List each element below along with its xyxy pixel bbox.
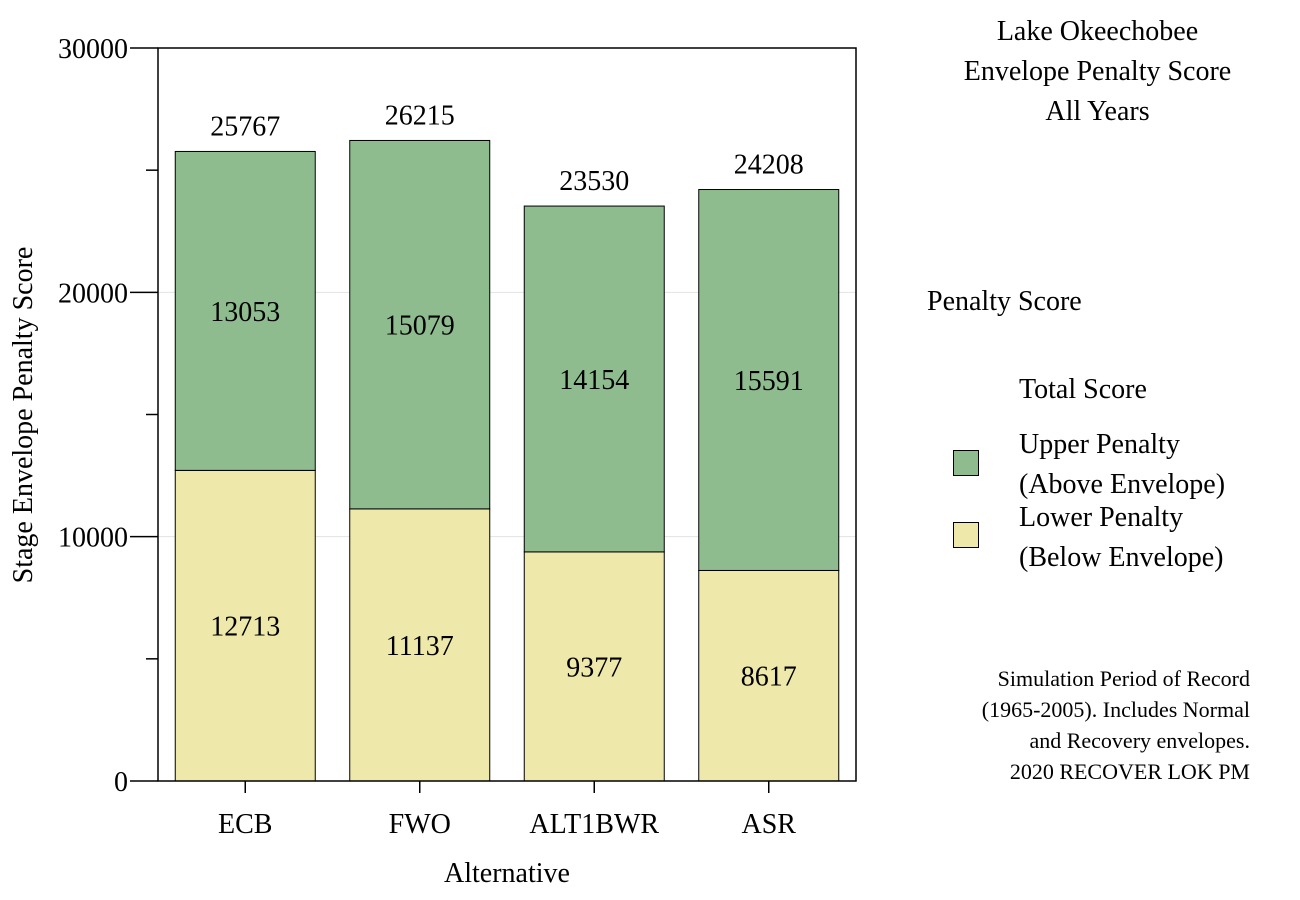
y-tick-label-0: 0 bbox=[114, 767, 128, 798]
legend-swatch-lower bbox=[953, 522, 979, 548]
total-label-asr: 24208 bbox=[734, 150, 804, 181]
bar-alt1bwr-lower bbox=[523, 551, 665, 782]
x-tick-label-alt1bwr: ALT1BWR bbox=[529, 809, 659, 840]
bar-ecb-lower bbox=[174, 469, 316, 782]
bar-fwo-upper bbox=[349, 139, 491, 510]
bar-asr-upper bbox=[698, 189, 840, 571]
x-tick-label-asr: ASR bbox=[742, 809, 797, 840]
y-tick-label-10000: 10000 bbox=[58, 523, 128, 554]
bar-ecb-upper bbox=[174, 150, 316, 471]
data-label-ecb-upper: 13053 bbox=[210, 297, 280, 328]
bar-asr-lower bbox=[698, 569, 840, 782]
data-labels: 12713 13053 25767 11137 15079 26215 9377 14154 2… bbox=[210, 100, 804, 692]
legend-label-upper-line-1: Upper Penalty bbox=[1019, 429, 1180, 460]
note-line-3: and Recovery envelopes. bbox=[1029, 728, 1250, 753]
data-label-asr-lower: 8617 bbox=[741, 662, 797, 693]
bar-fwo-lower bbox=[349, 508, 491, 782]
y-axis-label: Stage Envelope Penalty Score bbox=[8, 247, 39, 584]
chart-title-line-3: All Years bbox=[1045, 96, 1150, 127]
legend-label-lower-line-2: (Below Envelope) bbox=[1019, 542, 1224, 573]
data-label-alt1bwr-lower: 9377 bbox=[566, 652, 622, 683]
chart-title-line-2: Envelope Penalty Score bbox=[963, 56, 1232, 87]
data-label-ecb-lower: 12713 bbox=[210, 612, 280, 643]
total-label-fwo: 26215 bbox=[385, 100, 455, 131]
simulation-note: Simulation Period of Record (1965-2005).… bbox=[982, 663, 1250, 787]
total-label-alt1bwr: 23530 bbox=[559, 166, 629, 197]
data-label-alt1bwr-upper: 14154 bbox=[559, 365, 629, 396]
x-axis-label: Alternative bbox=[444, 858, 570, 889]
legend-label-lower-line-1: Lower Penalty bbox=[1019, 502, 1184, 533]
y-tick-label-30000: 30000 bbox=[58, 34, 128, 65]
data-label-fwo-lower: 11137 bbox=[386, 631, 454, 662]
note-line-1: Simulation Period of Record bbox=[997, 666, 1250, 691]
legend-label-upper-line-2: (Above Envelope) bbox=[1019, 469, 1226, 500]
bar-alt1bwr-upper bbox=[523, 205, 665, 553]
legend-title: Penalty Score bbox=[927, 286, 1082, 317]
y-tick-label-20000: 20000 bbox=[58, 278, 128, 309]
bars bbox=[174, 139, 840, 782]
x-tick-label-fwo: FWO bbox=[389, 809, 451, 840]
chart-title-line-1: Lake Okeechobee bbox=[996, 16, 1199, 47]
axes: ECB FWO ALT1BWR ASR 0 10000 20000 30000 bbox=[58, 34, 857, 840]
note-line-4: 2020 RECOVER LOK PM bbox=[1009, 759, 1250, 784]
total-label-ecb: 25767 bbox=[210, 111, 280, 142]
x-tick-label-ecb: ECB bbox=[218, 809, 272, 840]
legend-swatch-upper bbox=[953, 450, 979, 476]
legend-total-label: Total Score bbox=[1019, 374, 1147, 405]
data-label-fwo-upper: 15079 bbox=[385, 311, 455, 342]
note-line-2: (1965-2005). Includes Normal bbox=[981, 697, 1250, 722]
data-label-asr-upper: 15591 bbox=[734, 366, 804, 397]
